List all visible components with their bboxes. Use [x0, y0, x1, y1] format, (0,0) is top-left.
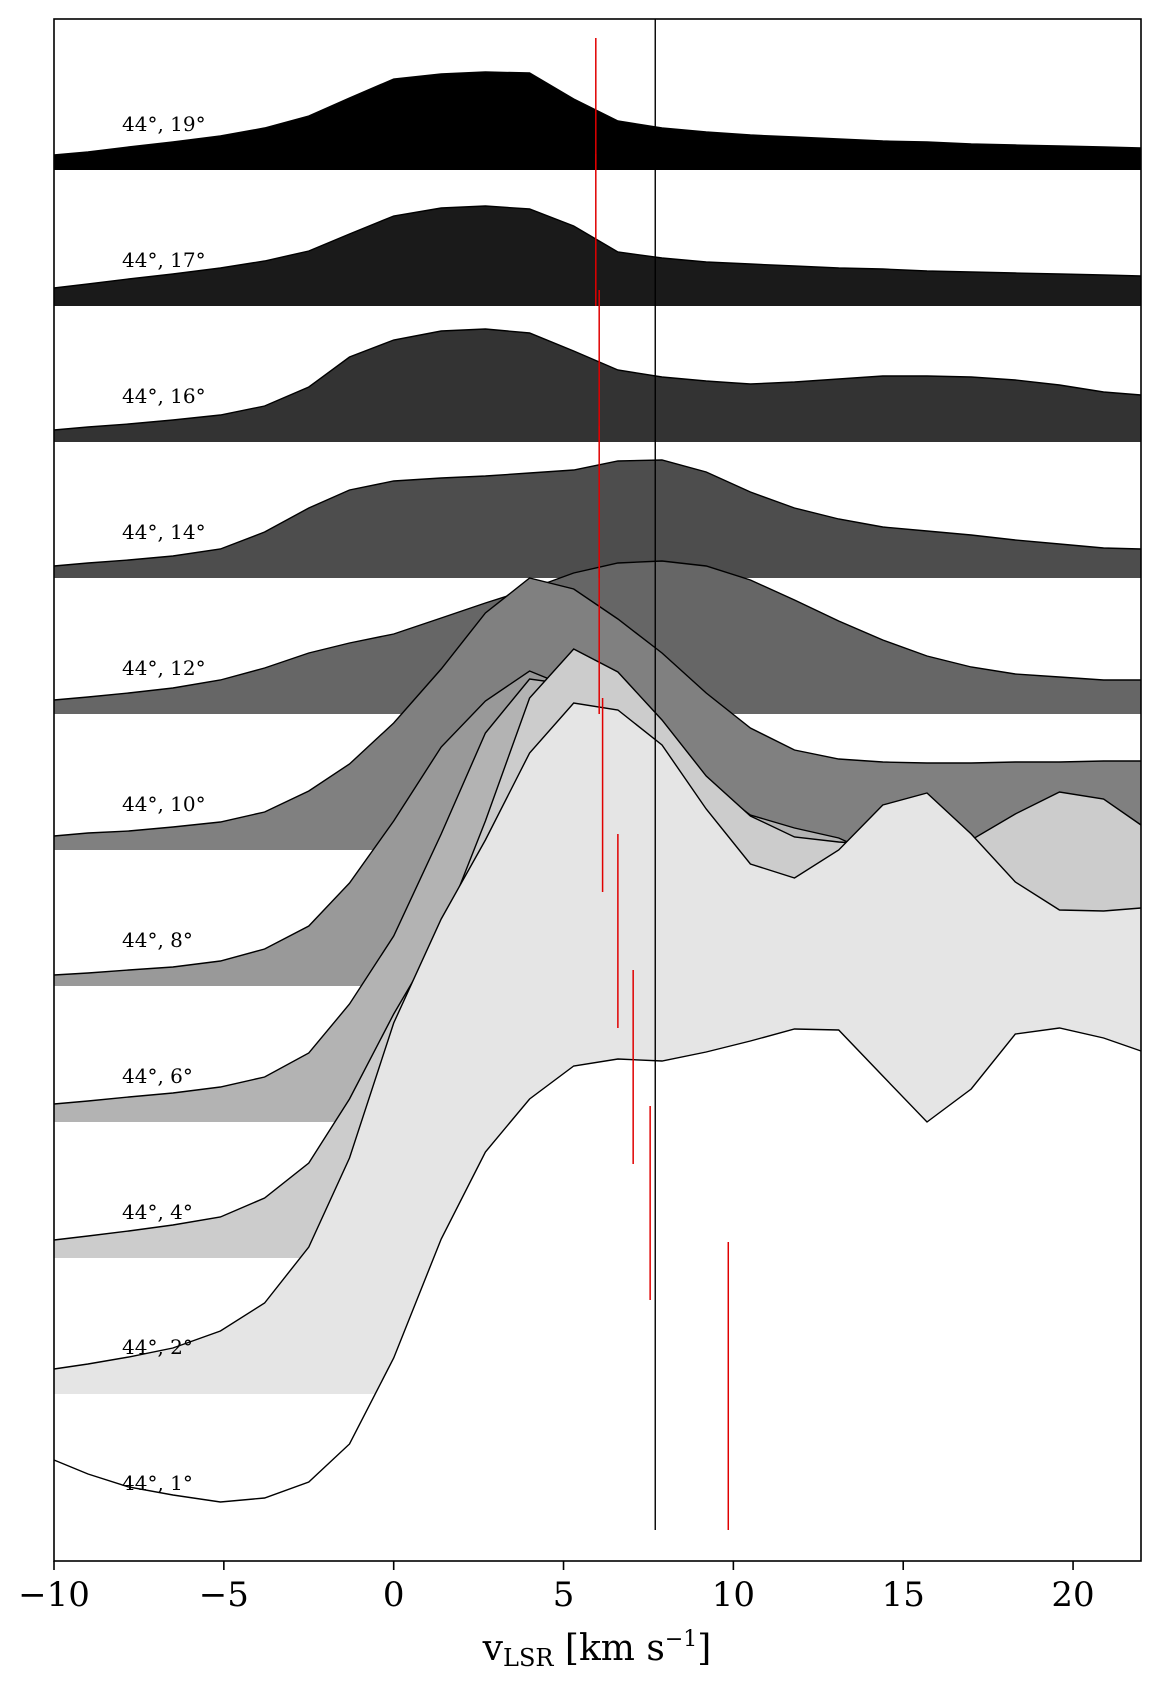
- row-label: 44°, 12°: [122, 656, 206, 680]
- row-2: 44°, 17°: [53, 205, 1142, 306]
- markers-layer: [595, 38, 730, 1530]
- row-3: 44°, 16°: [53, 328, 1142, 442]
- x-tick-label: −10: [18, 1575, 90, 1615]
- x-tick-label: −5: [199, 1575, 249, 1615]
- x-axis-ticks: −10 −5 0 5 10 15 20: [18, 1561, 1095, 1615]
- row-area: [54, 72, 1141, 170]
- row-label: 44°, 6°: [122, 1064, 193, 1088]
- row-label: 44°, 8°: [122, 928, 193, 952]
- row-area: [54, 1028, 1141, 1530]
- row-label: 44°, 1°: [122, 1471, 193, 1495]
- row-label: 44°, 4°: [122, 1200, 193, 1224]
- row-11: 44°, 1°: [53, 1027, 1142, 1530]
- x-tick-label: 20: [1051, 1575, 1094, 1615]
- row-label: 44°, 10°: [122, 792, 206, 816]
- row-label: 44°, 16°: [122, 384, 206, 408]
- row-4: 44°, 14°: [53, 459, 1142, 578]
- row-label: 44°, 17°: [122, 248, 206, 272]
- plot-frame: [53, 18, 1142, 1562]
- row-area: [54, 329, 1141, 442]
- row-area: [54, 460, 1141, 578]
- row-area: [54, 206, 1141, 306]
- row-outline: [53, 560, 1141, 701]
- row-outline: [53, 328, 1142, 431]
- x-tick-label: 5: [553, 1575, 575, 1615]
- row-label: 44°, 2°: [122, 1335, 193, 1359]
- row-label: 44°, 19°: [122, 112, 206, 136]
- x-axis-label: vLSR [km s−1]: [482, 1627, 712, 1672]
- rows-layer: 44°, 19° 44°, 17° 44°, 16° 44°, 14° 44°, 12°…: [53, 71, 1142, 1530]
- row-outline: [53, 577, 1141, 837]
- x-tick-label: 0: [383, 1575, 405, 1615]
- x-tick-label: 15: [882, 1575, 925, 1615]
- row-1: 44°, 19°: [53, 71, 1142, 170]
- row-outline: [53, 459, 1142, 567]
- row-label: 44°, 14°: [122, 520, 206, 544]
- row-outline: [53, 1027, 1142, 1503]
- row-outline: [53, 702, 1142, 1370]
- x-tick-label: 10: [712, 1575, 755, 1615]
